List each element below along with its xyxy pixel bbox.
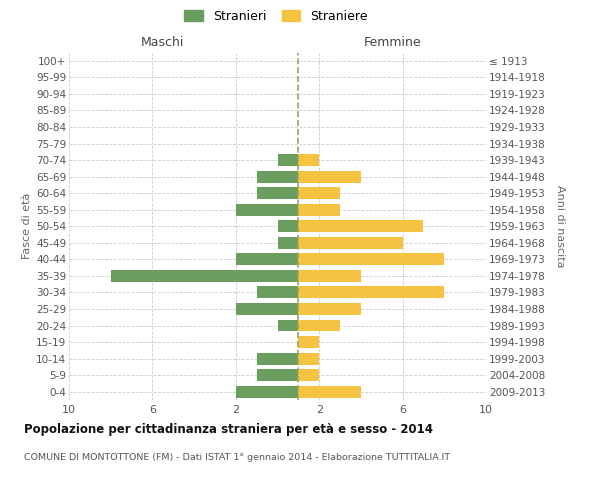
- Bar: [236, 254, 298, 266]
- Bar: [298, 270, 361, 282]
- Bar: [298, 352, 319, 364]
- Bar: [298, 386, 361, 398]
- Bar: [257, 187, 298, 199]
- Bar: [257, 170, 298, 182]
- Bar: [277, 320, 298, 332]
- Bar: [236, 204, 298, 216]
- Text: Femmine: Femmine: [364, 36, 421, 49]
- Bar: [257, 286, 298, 298]
- Bar: [236, 386, 298, 398]
- Y-axis label: Anni di nascita: Anni di nascita: [555, 185, 565, 268]
- Bar: [298, 187, 340, 199]
- Y-axis label: Fasce di età: Fasce di età: [22, 193, 32, 260]
- Bar: [298, 154, 319, 166]
- Bar: [277, 237, 298, 249]
- Bar: [277, 154, 298, 166]
- Legend: Stranieri, Straniere: Stranieri, Straniere: [181, 6, 371, 26]
- Bar: [257, 369, 298, 381]
- Bar: [277, 220, 298, 232]
- Bar: [111, 270, 298, 282]
- Bar: [298, 286, 444, 298]
- Bar: [236, 303, 298, 315]
- Bar: [298, 320, 340, 332]
- Bar: [298, 170, 361, 182]
- Bar: [298, 204, 340, 216]
- Text: Popolazione per cittadinanza straniera per età e sesso - 2014: Popolazione per cittadinanza straniera p…: [24, 422, 433, 436]
- Bar: [298, 237, 403, 249]
- Bar: [257, 352, 298, 364]
- Bar: [298, 303, 361, 315]
- Bar: [298, 220, 424, 232]
- Text: COMUNE DI MONTOTTONE (FM) - Dati ISTAT 1° gennaio 2014 - Elaborazione TUTTITALIA: COMUNE DI MONTOTTONE (FM) - Dati ISTAT 1…: [24, 452, 450, 462]
- Text: Maschi: Maschi: [141, 36, 185, 49]
- Bar: [298, 369, 319, 381]
- Bar: [298, 336, 319, 348]
- Bar: [298, 254, 444, 266]
